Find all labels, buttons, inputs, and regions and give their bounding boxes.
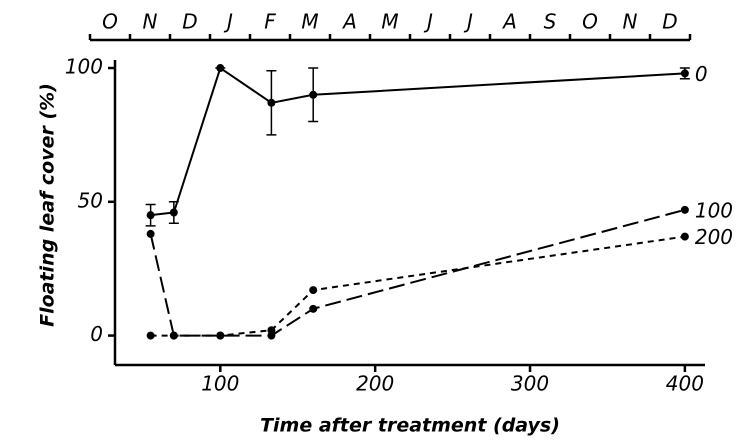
y-tick-label: 0 — [90, 322, 103, 346]
data-point — [216, 331, 225, 340]
error-bar — [168, 201, 179, 224]
data-point — [267, 326, 276, 335]
month-label: D — [662, 10, 677, 34]
month-label: A — [501, 10, 517, 34]
x-axis-label: Time after treatment (days) — [260, 415, 560, 437]
series-line — [150, 66, 685, 217]
y-axis-label: Floating leaf cover (%) — [37, 83, 59, 327]
error-bar — [266, 69, 277, 136]
y-tick-label: 50 — [78, 188, 103, 212]
x-tick-label: 200 — [356, 372, 394, 396]
month-label: F — [264, 10, 276, 34]
series-label: 200 — [695, 225, 733, 249]
error-bar — [145, 203, 156, 227]
data-point — [146, 229, 155, 238]
series-label: 0 — [695, 62, 708, 86]
month-label: M — [381, 10, 398, 34]
series-label: 100 — [695, 198, 733, 222]
month-label: S — [544, 10, 557, 34]
y-tick-label: 100 — [65, 55, 103, 79]
error-bar — [308, 67, 319, 123]
month-label: J — [423, 10, 433, 34]
series-line — [149, 208, 686, 337]
x-tick-label: 300 — [511, 372, 549, 396]
month-label: J — [223, 10, 233, 34]
data-point — [680, 232, 689, 241]
data-point — [309, 286, 318, 295]
data-point — [146, 331, 155, 340]
month-label: O — [102, 10, 118, 34]
x-tick-label: 400 — [666, 372, 704, 396]
month-label: D — [182, 10, 197, 34]
data-point — [169, 331, 178, 340]
month-label: M — [301, 10, 318, 34]
x-tick-label: 100 — [201, 372, 239, 396]
month-label: J — [463, 10, 473, 34]
month-label: N — [623, 10, 638, 34]
month-label: O — [582, 10, 598, 34]
month-label: A — [341, 10, 357, 34]
data-point — [309, 304, 318, 313]
month-label: N — [143, 10, 158, 34]
error-bar — [679, 67, 690, 80]
data-point — [680, 205, 689, 214]
series-line — [150, 235, 686, 337]
